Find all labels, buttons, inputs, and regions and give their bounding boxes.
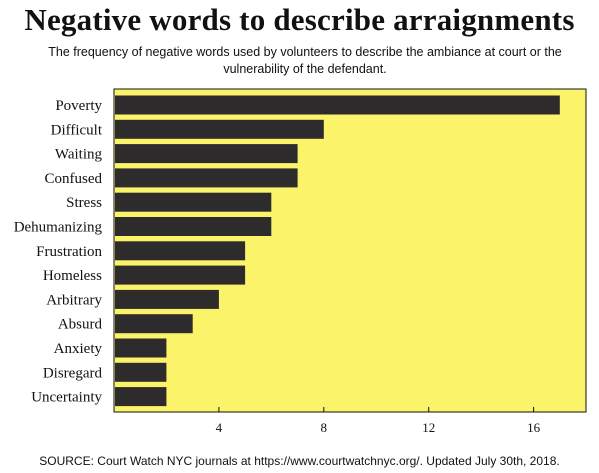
bar-waiting — [115, 144, 298, 164]
category-label-disregard: Disregard — [43, 365, 103, 381]
category-label-arbitrary: Arbitrary — [46, 292, 102, 308]
bar-frustration — [115, 241, 246, 261]
bar-disregard — [115, 362, 167, 382]
x-axis-ticks-group: 4 8 12 16 — [216, 407, 541, 435]
category-label-poverty: Poverty — [55, 98, 102, 114]
category-label-uncertainty: Uncertainty — [31, 390, 102, 406]
category-label-anxiety: Anxiety — [54, 341, 103, 357]
category-label-waiting: Waiting — [55, 147, 103, 163]
x-tick-label-12: 12 — [422, 420, 435, 435]
x-tick-label-16: 16 — [527, 420, 541, 435]
bar-poverty — [115, 95, 560, 115]
bar-arbitrary — [115, 289, 219, 309]
chart-subtitle: The frequency of negative words used by … — [48, 45, 562, 76]
bar-absurd — [115, 314, 193, 334]
category-label-homeless: Homeless — [43, 268, 102, 284]
x-tick-label-8: 8 — [321, 420, 328, 435]
category-label-stress: Stress — [66, 195, 102, 211]
category-label-dehumanizing: Dehumanizing — [14, 220, 103, 236]
bar-difficult — [115, 119, 324, 139]
bar-stress — [115, 192, 272, 212]
source-note: SOURCE: Court Watch NYC journals at http… — [39, 454, 560, 468]
category-label-frustration: Frustration — [36, 244, 102, 260]
bar-dehumanizing — [115, 217, 272, 236]
x-tick-label-4: 4 — [216, 420, 223, 435]
bar-uncertainty — [115, 387, 167, 407]
category-label-confused: Confused — [45, 171, 103, 187]
category-label-absurd: Absurd — [58, 317, 103, 333]
bar-confused — [115, 168, 298, 188]
bars-group — [115, 95, 560, 407]
bar-anxiety — [115, 338, 167, 358]
chart-title: Negative words to describe arraignments — [24, 2, 575, 37]
bar-homeless — [115, 265, 246, 285]
category-labels-group: Poverty Difficult Waiting Confused Stress Deh… — [14, 98, 103, 406]
category-label-difficult: Difficult — [51, 122, 103, 138]
